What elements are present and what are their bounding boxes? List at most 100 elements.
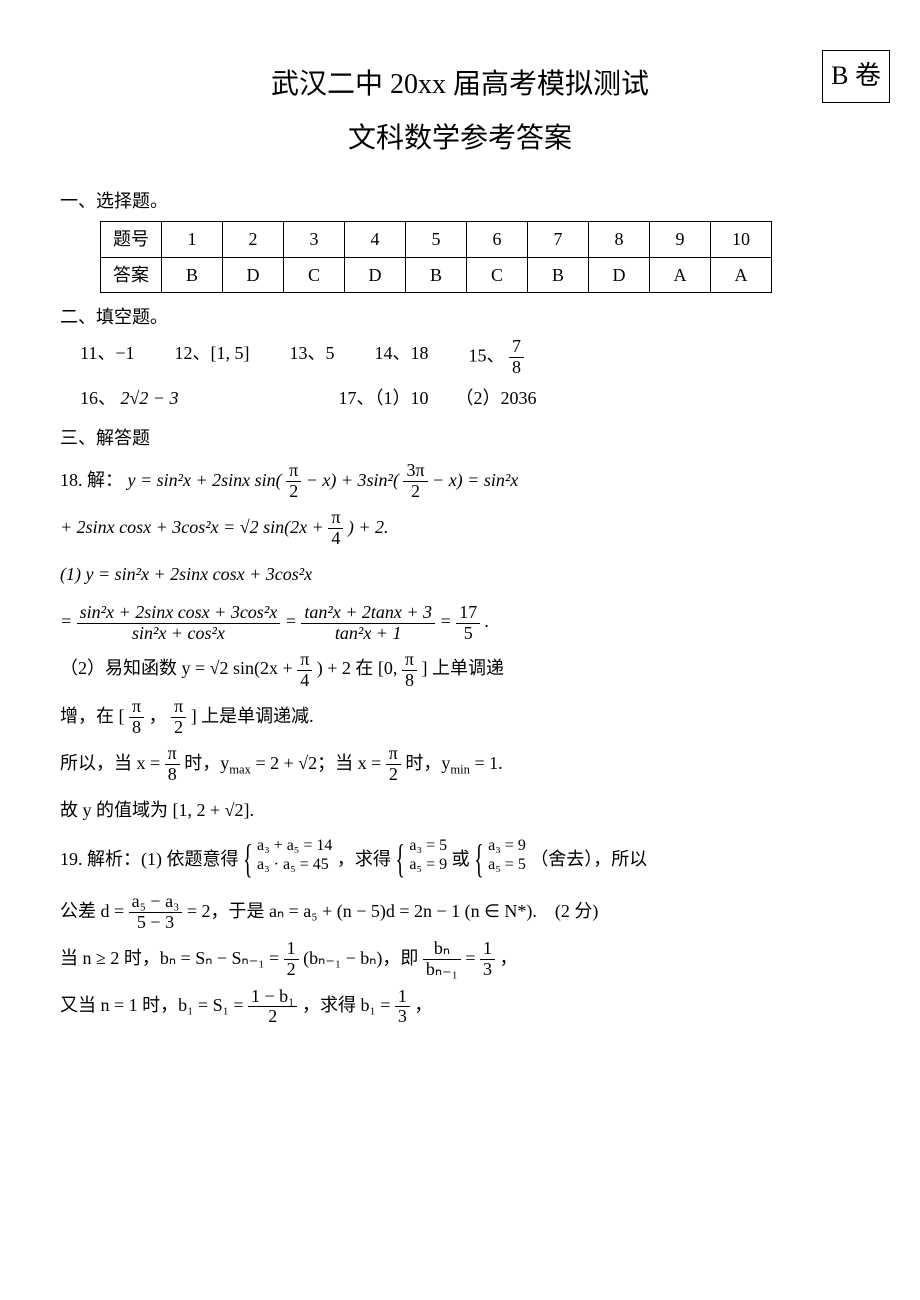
q18-part2b: 增，在 [ π8 ， π2 ] 上是单调递减. bbox=[60, 695, 860, 738]
frac-den: bₙ₋₁ bbox=[423, 960, 461, 980]
text: 所以，当 x = bbox=[60, 753, 165, 773]
cell: B bbox=[406, 257, 467, 292]
text: 公差 d = bbox=[60, 901, 129, 921]
q19-line2: 公差 d = a₅ − a₃5 − 3 = 2，于是 aₙ = a₅ + (n … bbox=[60, 890, 860, 933]
frac-den: 2 bbox=[284, 960, 299, 980]
text: 或 bbox=[452, 849, 470, 869]
frac-den: 5 − 3 bbox=[129, 913, 183, 933]
fill-15: 15、 7 8 bbox=[468, 337, 524, 378]
section-2-head: 二、填空题。 bbox=[60, 301, 860, 333]
fill-15-label: 15、 bbox=[468, 346, 504, 366]
text: ， bbox=[500, 948, 518, 968]
frac-den: 8 bbox=[165, 765, 180, 785]
text: ，求得 bbox=[337, 849, 391, 869]
cell: D bbox=[345, 257, 406, 292]
frac-num: 1 bbox=[284, 939, 299, 960]
frac-num: 1 bbox=[395, 987, 410, 1008]
frac-num: tan²x + 2tanx + 3 bbox=[301, 603, 435, 624]
frac-num: a₅ − a₃ bbox=[129, 892, 183, 913]
frac-den: 3 bbox=[480, 960, 495, 980]
question-18: 18. 解： y = sin²x + 2sinx sin( π2 − x) + … bbox=[60, 459, 860, 833]
brace-line: a₃ · a₅ = 45 bbox=[257, 855, 332, 874]
frac-num: bₙ bbox=[423, 939, 461, 960]
title-sub: 文科数学参考答案 bbox=[60, 114, 860, 164]
sub: min bbox=[450, 762, 470, 776]
text: ， bbox=[149, 706, 167, 726]
frac-num: π bbox=[171, 697, 186, 718]
sub: max bbox=[229, 762, 251, 776]
section-3-head: 三、解答题 bbox=[60, 422, 860, 454]
cell: 2 bbox=[223, 222, 284, 257]
cell: C bbox=[284, 257, 345, 292]
cell: 1 bbox=[162, 222, 223, 257]
q18-line2: + 2sinx cosx + 3cos²x = √2 sin(2x + π4 )… bbox=[60, 506, 860, 549]
frac-den: 8 bbox=[509, 358, 524, 378]
text: (1) y = sin²x + 2sinx cosx + 3cos²x bbox=[60, 564, 312, 584]
paper-tag: B 卷 bbox=[822, 50, 890, 103]
frac-15: 7 8 bbox=[509, 337, 524, 378]
brace-line: a₅ = 5 bbox=[488, 855, 526, 874]
text: （2）易知函数 y = √2 sin(2x + bbox=[60, 658, 297, 678]
frac-den: 8 bbox=[402, 671, 417, 691]
cell: 5 bbox=[406, 222, 467, 257]
cell: 9 bbox=[650, 222, 711, 257]
cell: D bbox=[223, 257, 284, 292]
frac-den: 2 bbox=[171, 718, 186, 738]
frac-den: 4 bbox=[297, 671, 312, 691]
fill-16-label: 16、 bbox=[80, 388, 116, 408]
q18-part3: 所以，当 x = π8 时，ymax = 2 + √2；当 x = π2 时，y… bbox=[60, 742, 860, 785]
cell: C bbox=[467, 257, 528, 292]
fill-16: 16、 2√2 − 3 bbox=[80, 382, 179, 414]
text: ] 上是单调递减. bbox=[191, 706, 314, 726]
frac-num: π bbox=[129, 697, 144, 718]
title-main: 武汉二中 20xx 届高考模拟测试 bbox=[60, 60, 860, 110]
cell: B bbox=[528, 257, 589, 292]
brace-line: a₅ = 9 bbox=[409, 855, 447, 874]
q18-line1: 18. 解： y = sin²x + 2sinx sin( π2 − x) + … bbox=[60, 459, 860, 502]
frac-den: 8 bbox=[129, 718, 144, 738]
text: y = sin²x + 2sinx sin( bbox=[128, 470, 282, 490]
fill-11: 11、−1 bbox=[80, 337, 134, 378]
cell: 7 bbox=[528, 222, 589, 257]
brace-line: a₃ + a₅ = 14 bbox=[257, 836, 332, 855]
brace-3: a₃ = 9a₅ = 5 bbox=[474, 836, 526, 885]
frac-num: π bbox=[297, 650, 312, 671]
text: 时，y bbox=[184, 753, 229, 773]
cell: B bbox=[162, 257, 223, 292]
brace-2: a₃ = 5a₅ = 9 bbox=[395, 836, 447, 885]
cell: 6 bbox=[467, 222, 528, 257]
brace-1: a₃ + a₅ = 14a₃ · a₅ = 45 bbox=[243, 836, 332, 885]
text: − x) + 3sin²( bbox=[306, 470, 399, 490]
text: ) + 2. bbox=[348, 517, 389, 537]
text: （舍去），所以 bbox=[530, 849, 647, 869]
cell: 3 bbox=[284, 222, 345, 257]
brace-line: a₃ = 9 bbox=[488, 836, 526, 855]
text: (bₙ₋₁ − bₙ)，即 bbox=[303, 948, 418, 968]
fill-row-1: 11、−1 12、[1, 5] 13、5 14、18 15、 7 8 bbox=[80, 337, 860, 378]
choice-table: 题号 1 2 3 4 5 6 7 8 9 10 答案 B D C D B C B… bbox=[100, 221, 772, 293]
cell: 4 bbox=[345, 222, 406, 257]
q19-line4: 又当 n = 1 时，b₁ = S₁ = 1 − b₁2 ，求得 b₁ = 13… bbox=[60, 984, 860, 1027]
brace-line: a₃ = 5 bbox=[409, 836, 447, 855]
table-row-answers: 答案 B D C D B C B D A A bbox=[101, 257, 772, 292]
q18-part1: (1) y = sin²x + 2sinx cosx + 3cos²x bbox=[60, 553, 860, 596]
text: ， bbox=[414, 995, 432, 1015]
header: 武汉二中 20xx 届高考模拟测试 B 卷 bbox=[60, 60, 860, 110]
cell: 8 bbox=[589, 222, 650, 257]
frac-num: π bbox=[286, 461, 301, 482]
fill-12: 12、[1, 5] bbox=[174, 337, 249, 378]
fill-14: 14、18 bbox=[374, 337, 428, 378]
fill-13: 13、5 bbox=[289, 337, 334, 378]
q18-eq: = sin²x + 2sinx cosx + 3cos²xsin²x + cos… bbox=[60, 600, 860, 643]
q19-head: 19. 解析：(1) 依题意得 bbox=[60, 849, 239, 869]
question-19: 19. 解析：(1) 依题意得 a₃ + a₅ = 14a₃ · a₅ = 45… bbox=[60, 836, 860, 1027]
q18-head: 18. 解： bbox=[60, 470, 123, 490]
frac-den: 5 bbox=[456, 624, 480, 644]
text: ，求得 b₁ = bbox=[302, 995, 395, 1015]
q19-line3: 当 n ≥ 2 时，bₙ = Sₙ − Sₙ₋₁ = 12 (bₙ₋₁ − bₙ… bbox=[60, 937, 860, 980]
frac-num: 1 − b₁ bbox=[248, 987, 297, 1008]
q19-line1: 19. 解析：(1) 依题意得 a₃ + a₅ = 14a₃ · a₅ = 45… bbox=[60, 836, 860, 885]
row-label: 答案 bbox=[101, 257, 162, 292]
frac-num: π bbox=[386, 744, 401, 765]
frac-den: 2 bbox=[248, 1007, 297, 1027]
